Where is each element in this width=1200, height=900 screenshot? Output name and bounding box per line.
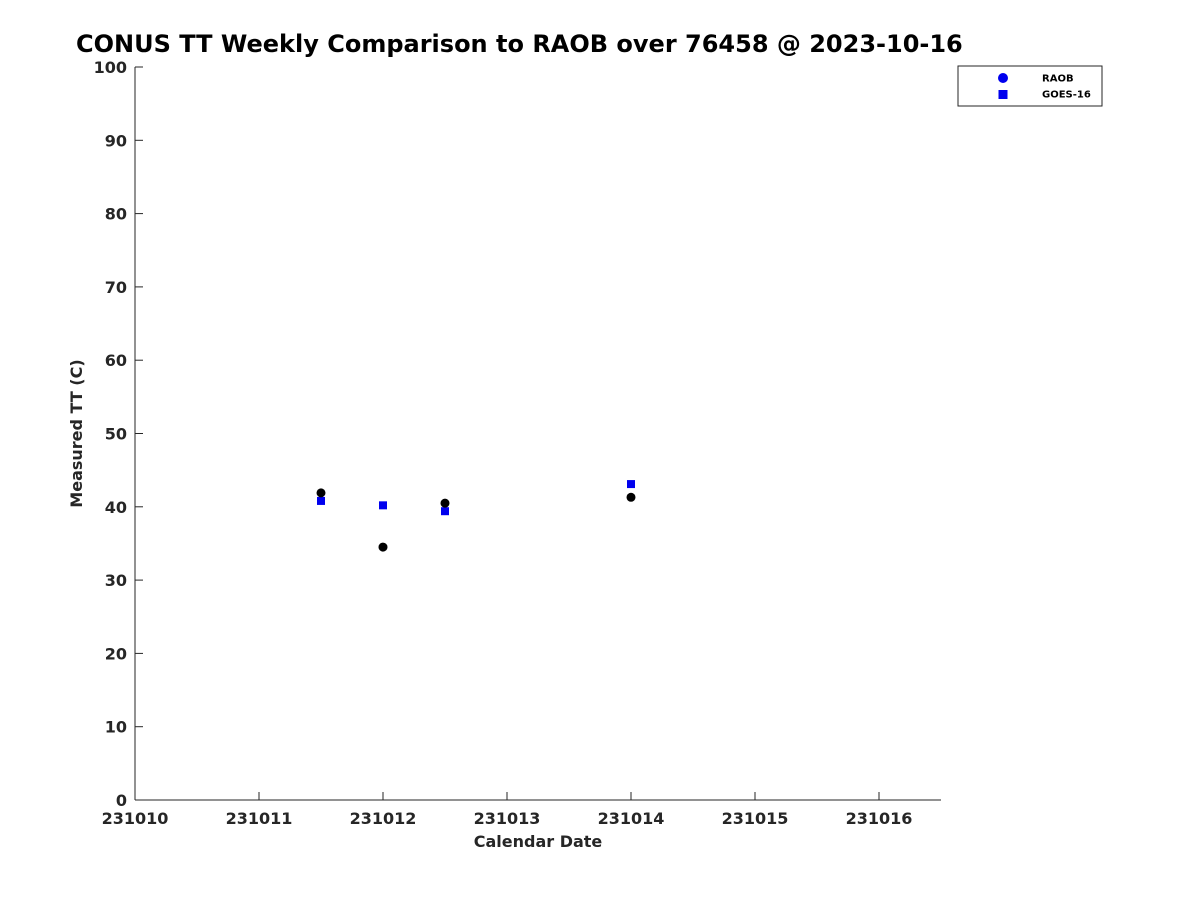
y-tick-label: 100 — [94, 58, 127, 77]
legend-label-raob: RAOB — [1042, 74, 1074, 85]
raob-point — [440, 498, 450, 508]
legend-label-goes16: GOES-16 — [1042, 90, 1091, 101]
x-tick-label: 231010 — [102, 809, 169, 828]
legend: RAOB GOES-16 — [957, 65, 1103, 107]
raob-point — [626, 492, 636, 502]
y-tick-label: 40 — [105, 498, 127, 517]
y-tick-label: 20 — [105, 644, 127, 663]
chart-title: CONUS TT Weekly Comparison to RAOB over … — [76, 30, 963, 58]
goes16-point — [627, 480, 635, 489]
y-tick-label: 60 — [105, 351, 127, 370]
y-tick-label: 0 — [116, 791, 127, 810]
x-axis-ticks: 231010 231011 231012 231013 231014 231015 2310… — [102, 792, 913, 828]
y-axis-ticks: 0 10 20 30 40 50 60 70 80 90 100 — [94, 58, 143, 810]
y-tick-label: 90 — [105, 131, 127, 150]
x-tick-label: 231016 — [846, 809, 913, 828]
x-tick-label: 231014 — [598, 809, 665, 828]
y-tick-label: 70 — [105, 278, 127, 297]
data-points — [316, 480, 636, 552]
raob-point — [378, 542, 388, 552]
x-tick-label: 231013 — [474, 809, 541, 828]
goes16-point — [441, 507, 449, 516]
x-tick-label: 231015 — [722, 809, 789, 828]
x-tick-label: 231011 — [226, 809, 293, 828]
axes — [134, 67, 941, 801]
y-tick-label: 50 — [105, 425, 127, 444]
raob-point — [316, 488, 326, 498]
goes16-point — [317, 496, 325, 505]
goes16-point — [379, 501, 387, 510]
x-axis-label: Calendar Date — [474, 832, 603, 851]
y-axis-label: Measured TT (C) — [67, 359, 86, 507]
y-tick-label: 80 — [105, 205, 127, 224]
y-tick-label: 30 — [105, 571, 127, 590]
legend-box — [957, 65, 1103, 107]
x-tick-label: 231012 — [350, 809, 417, 828]
legend-marker-goes16 — [998, 90, 1008, 99]
legend-marker-raob — [998, 73, 1008, 83]
y-tick-label: 10 — [105, 718, 127, 737]
